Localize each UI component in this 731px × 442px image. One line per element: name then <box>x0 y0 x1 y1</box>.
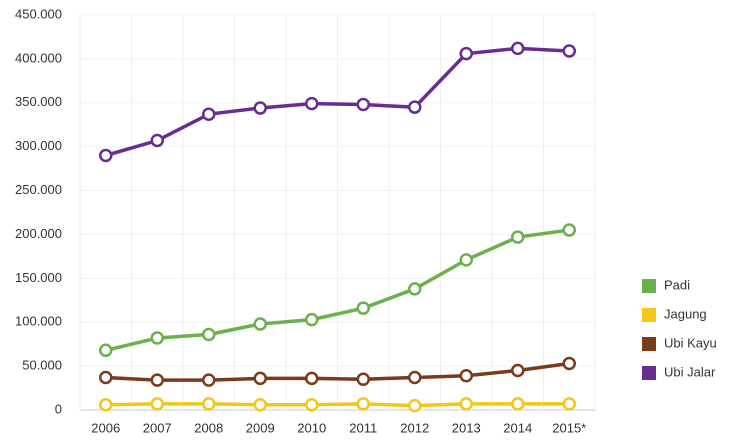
series-line <box>105 361 570 382</box>
point <box>150 397 164 411</box>
point <box>253 371 267 386</box>
y-tick-label: 250.000 <box>15 182 62 197</box>
point <box>305 96 319 111</box>
point <box>562 356 576 371</box>
legend-swatch <box>642 279 656 293</box>
point <box>356 372 370 387</box>
x-tick-label: 2013 <box>452 420 481 435</box>
point <box>408 398 422 413</box>
point <box>562 397 576 411</box>
x-tick-label: 2006 <box>91 420 120 435</box>
x-tick-label: 2008 <box>194 420 223 435</box>
point <box>511 230 525 244</box>
x-tick-label: 2011 <box>349 420 377 435</box>
legend-label: Ubi Kayu <box>664 335 717 350</box>
point <box>305 312 319 327</box>
legend-label: Jagung <box>664 306 707 321</box>
x-tick-label: 2015* <box>552 420 586 435</box>
point <box>253 317 267 331</box>
point <box>356 397 370 411</box>
legend-swatch <box>642 337 656 351</box>
point <box>253 101 267 115</box>
y-tick-label: 0 <box>55 401 62 416</box>
point <box>99 148 113 163</box>
y-tick-label: 300.000 <box>15 138 62 153</box>
point <box>202 107 216 121</box>
series-line <box>105 402 570 408</box>
point <box>459 397 473 411</box>
x-tick-label: 2007 <box>143 420 172 435</box>
y-tick-label: 450.000 <box>15 6 62 21</box>
point <box>459 253 473 267</box>
point <box>511 397 525 411</box>
x-tick-label: 2009 <box>246 420 275 435</box>
point <box>150 133 164 148</box>
point <box>99 397 113 412</box>
legend-label: Ubi Jalar <box>664 364 716 379</box>
legend-swatch <box>642 366 656 380</box>
x-tick-label: 2014 <box>503 420 532 435</box>
x-tick-label: 2010 <box>297 420 326 435</box>
y-tick-label: 400.000 <box>15 50 62 65</box>
point <box>150 331 164 345</box>
x-tick-label: 2012 <box>400 420 429 435</box>
y-tick-label: 100.000 <box>15 314 62 329</box>
point <box>562 223 576 237</box>
point <box>305 397 319 412</box>
y-tick-label: 350.000 <box>15 94 62 109</box>
point <box>356 301 370 315</box>
series-line <box>105 228 570 353</box>
series-line <box>105 46 570 158</box>
point <box>459 46 473 61</box>
point <box>459 369 473 383</box>
point <box>150 373 164 387</box>
point <box>99 370 113 385</box>
point <box>356 97 370 112</box>
point <box>305 371 319 386</box>
point <box>202 373 216 387</box>
point <box>408 100 422 114</box>
point <box>202 327 216 342</box>
point <box>511 363 525 378</box>
point <box>99 343 113 358</box>
point <box>202 397 216 411</box>
point <box>511 41 525 56</box>
y-tick-label: 50.000 <box>22 358 62 373</box>
legend-swatch <box>642 308 656 322</box>
point <box>562 44 576 58</box>
y-tick-label: 150.000 <box>15 270 62 285</box>
point <box>408 370 422 385</box>
point <box>253 397 267 412</box>
y-tick-label: 200.000 <box>15 226 62 241</box>
point <box>408 282 422 296</box>
legend-label: Padi <box>664 277 690 292</box>
